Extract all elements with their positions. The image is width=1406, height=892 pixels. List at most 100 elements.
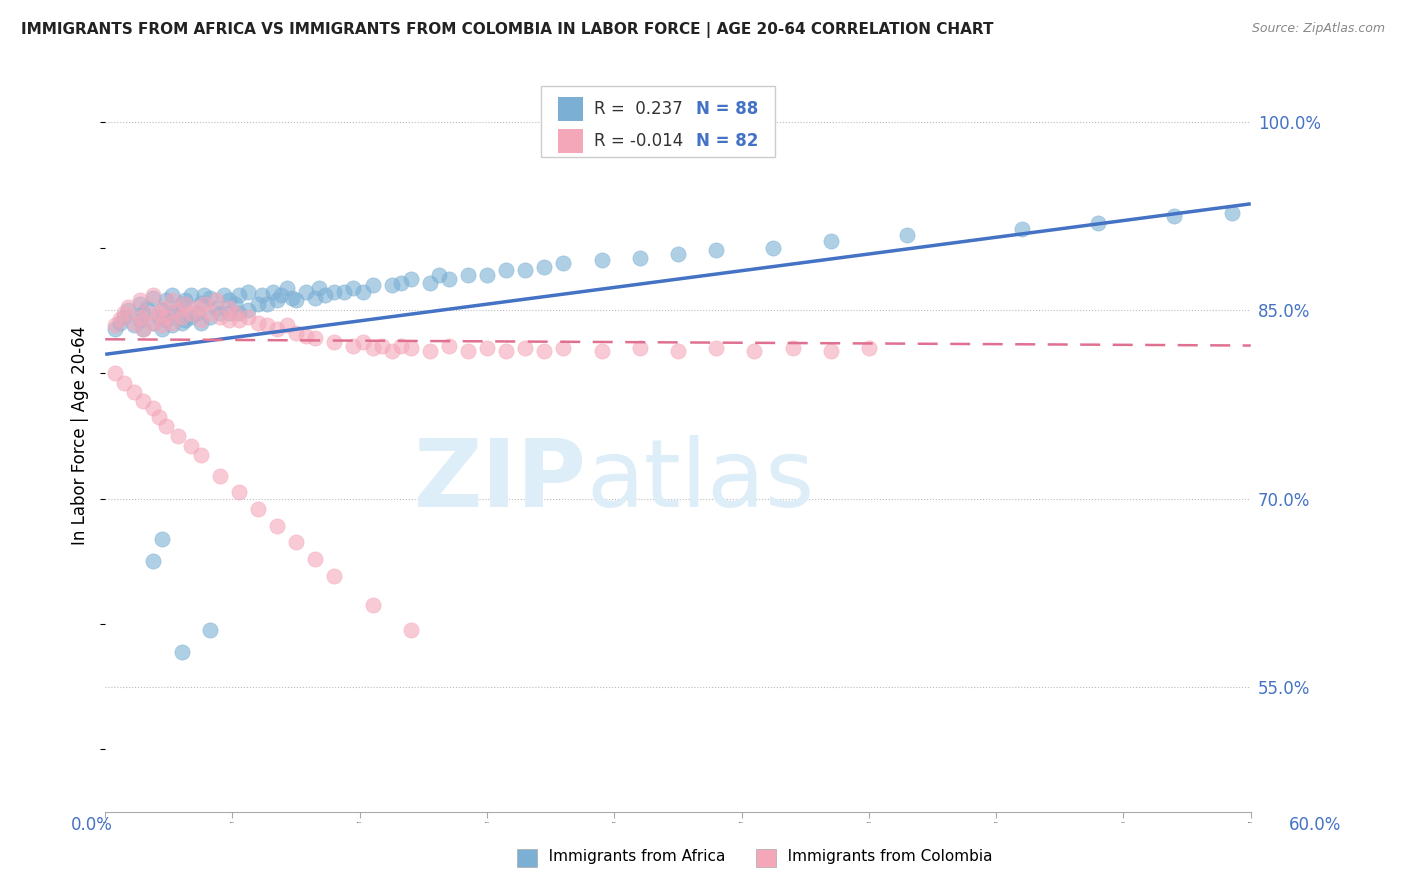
Point xyxy=(553,256,575,270)
Point xyxy=(533,260,555,274)
Point xyxy=(361,278,384,293)
Text: R = -0.014: R = -0.014 xyxy=(595,132,683,150)
Point xyxy=(285,535,308,549)
Point xyxy=(208,469,231,483)
Point xyxy=(352,334,374,349)
Point xyxy=(533,343,555,358)
Point xyxy=(381,343,404,358)
Point xyxy=(110,316,132,330)
Point xyxy=(304,551,326,566)
Point xyxy=(228,306,250,320)
Point xyxy=(228,288,250,302)
Point xyxy=(190,296,212,310)
Point xyxy=(152,322,174,336)
Point xyxy=(212,288,235,302)
Point xyxy=(155,313,177,327)
Point xyxy=(160,316,183,330)
Point xyxy=(218,293,240,308)
Point xyxy=(218,301,240,315)
Point xyxy=(186,306,208,320)
Point xyxy=(262,285,284,299)
Point xyxy=(342,281,364,295)
Point xyxy=(858,341,880,355)
Point xyxy=(122,384,145,399)
Point xyxy=(155,293,177,308)
Point xyxy=(152,303,174,318)
Point xyxy=(308,281,330,295)
Point xyxy=(427,268,450,283)
Bar xyxy=(558,128,583,153)
Text: ZIP: ZIP xyxy=(413,435,586,527)
Point xyxy=(246,297,269,311)
Point xyxy=(591,253,613,268)
Point xyxy=(352,285,374,299)
Point xyxy=(285,293,308,308)
Point xyxy=(628,251,651,265)
Point xyxy=(112,306,135,320)
Point xyxy=(704,341,727,355)
Point xyxy=(475,268,498,283)
Point xyxy=(437,338,460,352)
Point xyxy=(128,310,150,324)
Point xyxy=(180,439,202,453)
Point xyxy=(117,303,139,318)
Point xyxy=(270,288,292,302)
Point xyxy=(389,338,412,352)
Point xyxy=(457,343,479,358)
Point xyxy=(132,393,155,408)
Point xyxy=(122,318,145,333)
Point xyxy=(160,306,183,320)
Point xyxy=(314,288,336,302)
Point xyxy=(136,301,159,315)
Point xyxy=(180,306,202,320)
Point xyxy=(276,281,298,295)
Point xyxy=(155,418,177,433)
Point xyxy=(381,278,404,293)
Point xyxy=(152,301,174,315)
Point xyxy=(148,410,170,425)
Point xyxy=(276,318,298,333)
Point xyxy=(190,313,212,327)
Point xyxy=(205,293,228,308)
Point xyxy=(281,291,304,305)
Point xyxy=(190,316,212,330)
Point xyxy=(142,401,165,416)
Point xyxy=(1011,222,1033,236)
Point xyxy=(142,291,165,305)
Point xyxy=(174,297,197,311)
Point xyxy=(224,297,246,311)
Point xyxy=(820,235,842,249)
Point xyxy=(104,366,127,380)
Point xyxy=(762,241,785,255)
Point xyxy=(155,310,177,324)
Point xyxy=(1163,210,1185,224)
Point xyxy=(896,228,918,243)
Point xyxy=(238,310,260,324)
Point xyxy=(228,313,250,327)
Point xyxy=(160,288,183,302)
Point xyxy=(180,288,202,302)
Point xyxy=(333,285,356,299)
Text: Immigrants from Africa: Immigrants from Africa xyxy=(534,849,725,863)
Point xyxy=(205,301,228,315)
Point xyxy=(457,268,479,283)
Point xyxy=(515,263,537,277)
Point xyxy=(104,322,127,336)
Point xyxy=(256,318,278,333)
Point xyxy=(294,285,316,299)
Point xyxy=(666,247,689,261)
Point xyxy=(132,322,155,336)
Point xyxy=(142,316,165,330)
Point xyxy=(266,322,288,336)
Point xyxy=(200,624,222,638)
Point xyxy=(342,338,364,352)
Point xyxy=(112,376,135,391)
Point xyxy=(437,272,460,286)
Point xyxy=(148,310,170,324)
Point xyxy=(170,316,193,330)
Point xyxy=(160,293,183,308)
Point xyxy=(361,341,384,355)
Point xyxy=(142,316,165,330)
Point xyxy=(208,310,231,324)
Point xyxy=(104,318,127,333)
